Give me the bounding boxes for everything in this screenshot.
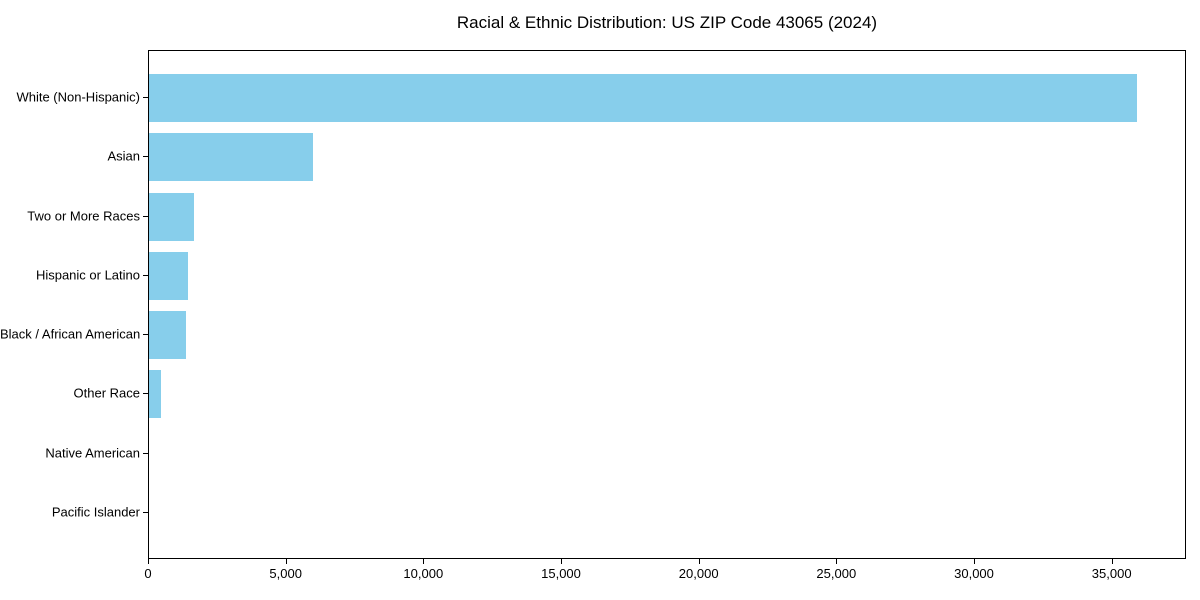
plot-area bbox=[148, 50, 1186, 559]
y-tick-mark bbox=[143, 97, 148, 98]
x-tick-mark bbox=[561, 559, 562, 564]
x-tick-label-5-000: 5,000 bbox=[269, 566, 302, 581]
x-tick-label-15-000: 15,000 bbox=[541, 566, 581, 581]
x-tick-label-30-000: 30,000 bbox=[954, 566, 994, 581]
bar-hispanic-or-latino bbox=[149, 251, 188, 300]
x-tick-label-25-000: 25,000 bbox=[816, 566, 857, 581]
y-tick-mark bbox=[143, 334, 148, 336]
y-tick-label-native-american: Native American bbox=[45, 445, 140, 461]
x-tick-label-0: 0 bbox=[144, 566, 152, 581]
x-tick-label-20-000: 20,000 bbox=[678, 566, 719, 581]
bar-asian bbox=[149, 133, 313, 182]
y-tick-label-black-african-american: Black / African American bbox=[0, 326, 141, 342]
bar-two-or-more-races bbox=[149, 192, 194, 241]
y-tick-label-white-non-hispanic: White (Non-Hispanic) bbox=[16, 89, 140, 105]
x-tick-mark bbox=[974, 559, 975, 564]
x-tick-label-10-000: 10,000 bbox=[403, 566, 444, 581]
y-tick-label-asian: Asian bbox=[107, 148, 140, 164]
x-tick-mark bbox=[148, 559, 149, 564]
x-tick-mark bbox=[423, 559, 425, 564]
x-tick-label-35-000: 35,000 bbox=[1091, 566, 1132, 581]
bar-other-race bbox=[149, 370, 162, 419]
y-tick-mark bbox=[143, 274, 148, 276]
y-tick-mark bbox=[143, 452, 148, 454]
bar-black-african-american bbox=[149, 311, 186, 360]
y-tick-label-pacific-islander: Pacific Islander bbox=[51, 504, 140, 520]
chart-title: Racial & Ethnic Distribution: US ZIP Cod… bbox=[456, 13, 878, 32]
x-tick-mark bbox=[698, 559, 700, 564]
bar-white-non-hispanic bbox=[149, 74, 1138, 122]
x-tick-mark bbox=[285, 559, 287, 564]
x-tick-mark bbox=[1111, 559, 1113, 564]
y-tick-mark bbox=[143, 215, 148, 217]
y-tick-mark bbox=[143, 393, 148, 395]
y-tick-mark bbox=[143, 156, 148, 158]
y-tick-label-hispanic-or-latino: Hispanic or Latino bbox=[35, 267, 140, 283]
y-tick-mark bbox=[143, 512, 148, 513]
y-tick-label-two-or-more-races: Two or More Races bbox=[27, 208, 140, 224]
x-tick-mark bbox=[836, 559, 838, 564]
y-tick-label-other-race: Other Race bbox=[73, 385, 140, 401]
